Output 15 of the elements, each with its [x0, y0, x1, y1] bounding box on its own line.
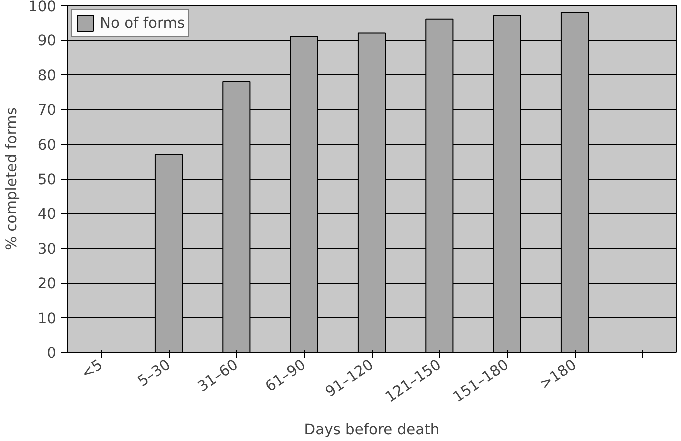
x-tick-label: <5: [78, 356, 106, 383]
y-tick-label: 0: [47, 345, 57, 362]
y-tick-label: 80: [38, 67, 57, 84]
y-tick-label: 70: [38, 102, 57, 120]
y-tick-label: 30: [38, 240, 57, 258]
y-tick-label: 20: [38, 276, 57, 293]
y-tick-label: 50: [38, 172, 57, 188]
y-axis-title: % completed forms: [4, 108, 21, 250]
y-tick-label: 90: [38, 32, 57, 50]
y-tick-label: 100: [28, 0, 57, 16]
y-tick-label: 10: [38, 310, 57, 328]
legend-label: No of forms: [100, 14, 186, 32]
x-axis-title: Days before death: [304, 421, 440, 438]
y-tick-label: 40: [38, 206, 57, 224]
y-tick-label: 60: [38, 136, 57, 154]
